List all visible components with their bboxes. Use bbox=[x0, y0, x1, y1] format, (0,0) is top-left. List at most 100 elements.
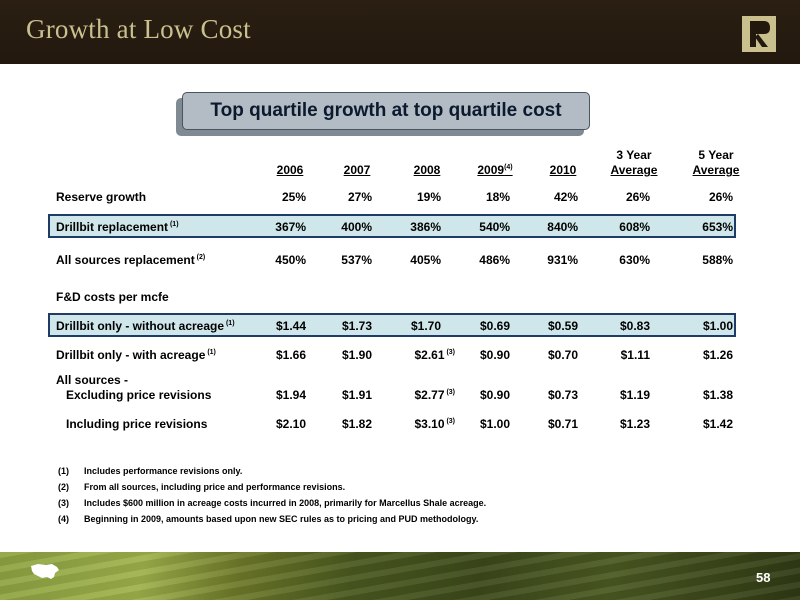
table-cell: $2.10 bbox=[236, 417, 306, 431]
cell-value: 486% bbox=[479, 253, 510, 267]
highlight-row-box bbox=[48, 313, 736, 337]
table-cell: $1.73 bbox=[302, 319, 372, 333]
cell-value: 630% bbox=[619, 253, 650, 267]
table-cell: 537% bbox=[302, 253, 372, 267]
footnote-number: (1) bbox=[58, 466, 69, 476]
row-label-text: Including price revisions bbox=[66, 417, 208, 431]
cell-value: $0.69 bbox=[479, 319, 510, 333]
cell-value: 450% bbox=[275, 253, 306, 267]
table-cell: $3.10 (3) bbox=[365, 417, 455, 431]
cell-value: $1.23 bbox=[619, 417, 650, 431]
footnote-ref: (3) bbox=[444, 349, 455, 356]
column-header: 2007 bbox=[317, 163, 397, 177]
cell-value: $0.73 bbox=[547, 388, 578, 402]
row-label: Excluding price revisions bbox=[66, 388, 211, 402]
row-label: F&D costs per mcfe bbox=[56, 290, 169, 304]
table-cell: $2.77 (3) bbox=[365, 388, 455, 402]
cell-value: 405% bbox=[410, 253, 441, 267]
cell-value: $1.91 bbox=[341, 388, 372, 402]
table-cell: $1.26 bbox=[663, 348, 733, 362]
table-cell: 486% bbox=[440, 253, 510, 267]
cell-value: $3.10 bbox=[414, 417, 445, 431]
table-cell: $0.83 bbox=[580, 319, 650, 333]
footnote-ref: (1) bbox=[168, 221, 179, 228]
footnote-text: Includes $600 million in acreage costs i… bbox=[84, 498, 487, 508]
footnote-number: (4) bbox=[58, 514, 69, 524]
footnote-ref: (3) bbox=[444, 418, 455, 425]
table-cell: 26% bbox=[663, 190, 733, 204]
column-header: 2006 bbox=[250, 163, 330, 177]
row-label-text: Drillbit only - without acreage bbox=[56, 319, 225, 333]
cell-value: $2.10 bbox=[275, 417, 306, 431]
column-header: Average bbox=[594, 163, 674, 177]
column-header: 2010 bbox=[523, 163, 603, 177]
cell-value: 19% bbox=[416, 190, 441, 204]
cell-value: $1.11 bbox=[620, 348, 650, 362]
table-cell: $1.23 bbox=[580, 417, 650, 431]
cell-value: 608% bbox=[619, 220, 650, 234]
table-cell: $1.19 bbox=[580, 388, 650, 402]
page-number: 58 bbox=[756, 570, 771, 585]
cell-value: 42% bbox=[553, 190, 578, 204]
table-cell: 653% bbox=[663, 220, 733, 234]
row-label-text: Reserve growth bbox=[56, 190, 147, 204]
table-cell: $0.90 bbox=[440, 348, 510, 362]
table-cell: 42% bbox=[508, 190, 578, 204]
row-label-text: All sources - bbox=[56, 373, 129, 387]
cell-value: $1.82 bbox=[341, 417, 372, 431]
highlight-row-box bbox=[48, 214, 736, 238]
cell-value: 26% bbox=[708, 190, 733, 204]
table-cell: $1.38 bbox=[663, 388, 733, 402]
cell-value: $1.73 bbox=[341, 319, 372, 333]
table-cell: 450% bbox=[236, 253, 306, 267]
footnote-ref: (4) bbox=[504, 164, 513, 171]
row-label: All sources - bbox=[56, 373, 128, 387]
cell-value: $1.19 bbox=[619, 388, 650, 402]
row-label: All sources replacement (2) bbox=[56, 253, 205, 267]
us-map-icon bbox=[31, 564, 59, 579]
header-bar: Growth at Low Cost bbox=[0, 0, 800, 64]
table-cell: 19% bbox=[371, 190, 441, 204]
column-header: 2009(4) bbox=[455, 163, 535, 177]
cell-value: 653% bbox=[702, 220, 733, 234]
cell-value: $1.94 bbox=[275, 388, 306, 402]
table-cell: 18% bbox=[440, 190, 510, 204]
cell-value: 840% bbox=[547, 220, 578, 234]
table-cell: $1.00 bbox=[440, 417, 510, 431]
table-cell: $1.66 bbox=[236, 348, 306, 362]
slide-title: Growth at Low Cost bbox=[26, 14, 251, 44]
cell-value: 25% bbox=[281, 190, 306, 204]
footnote-ref: (1) bbox=[224, 320, 235, 327]
cell-value: $1.66 bbox=[275, 348, 306, 362]
table-cell: $1.42 bbox=[663, 417, 733, 431]
cell-value: $0.83 bbox=[619, 319, 650, 333]
cell-value: 540% bbox=[479, 220, 510, 234]
column-header-top: 3 Year bbox=[616, 148, 652, 162]
cell-value: $1.44 bbox=[275, 319, 306, 333]
table-cell: $1.70 bbox=[371, 319, 441, 333]
cell-value: $0.90 bbox=[479, 388, 510, 402]
column-header-label: 2010 bbox=[549, 163, 577, 177]
table-cell: 27% bbox=[302, 190, 372, 204]
table-cell: $0.73 bbox=[508, 388, 578, 402]
cell-value: $1.90 bbox=[341, 348, 372, 362]
cell-value: $1.26 bbox=[702, 348, 733, 362]
table-cell: 840% bbox=[508, 220, 578, 234]
table-cell: $0.71 bbox=[508, 417, 578, 431]
table-cell: 405% bbox=[371, 253, 441, 267]
cell-value: 367% bbox=[275, 220, 306, 234]
table-cell: 386% bbox=[371, 220, 441, 234]
column-header-top: 5 Year bbox=[698, 148, 734, 162]
cell-value: 931% bbox=[547, 253, 578, 267]
table-cell: 367% bbox=[236, 220, 306, 234]
footnote-ref: (1) bbox=[205, 349, 216, 356]
table-cell: $2.61 (3) bbox=[365, 348, 455, 362]
table-cell: 588% bbox=[663, 253, 733, 267]
cell-value: $1.42 bbox=[702, 417, 733, 431]
table-cell: $1.91 bbox=[302, 388, 372, 402]
footnote-number: (3) bbox=[58, 498, 69, 508]
cell-value: 386% bbox=[410, 220, 441, 234]
column-header-label: 2009(4) bbox=[477, 163, 513, 177]
cell-value: 26% bbox=[625, 190, 650, 204]
table-cell: 25% bbox=[236, 190, 306, 204]
